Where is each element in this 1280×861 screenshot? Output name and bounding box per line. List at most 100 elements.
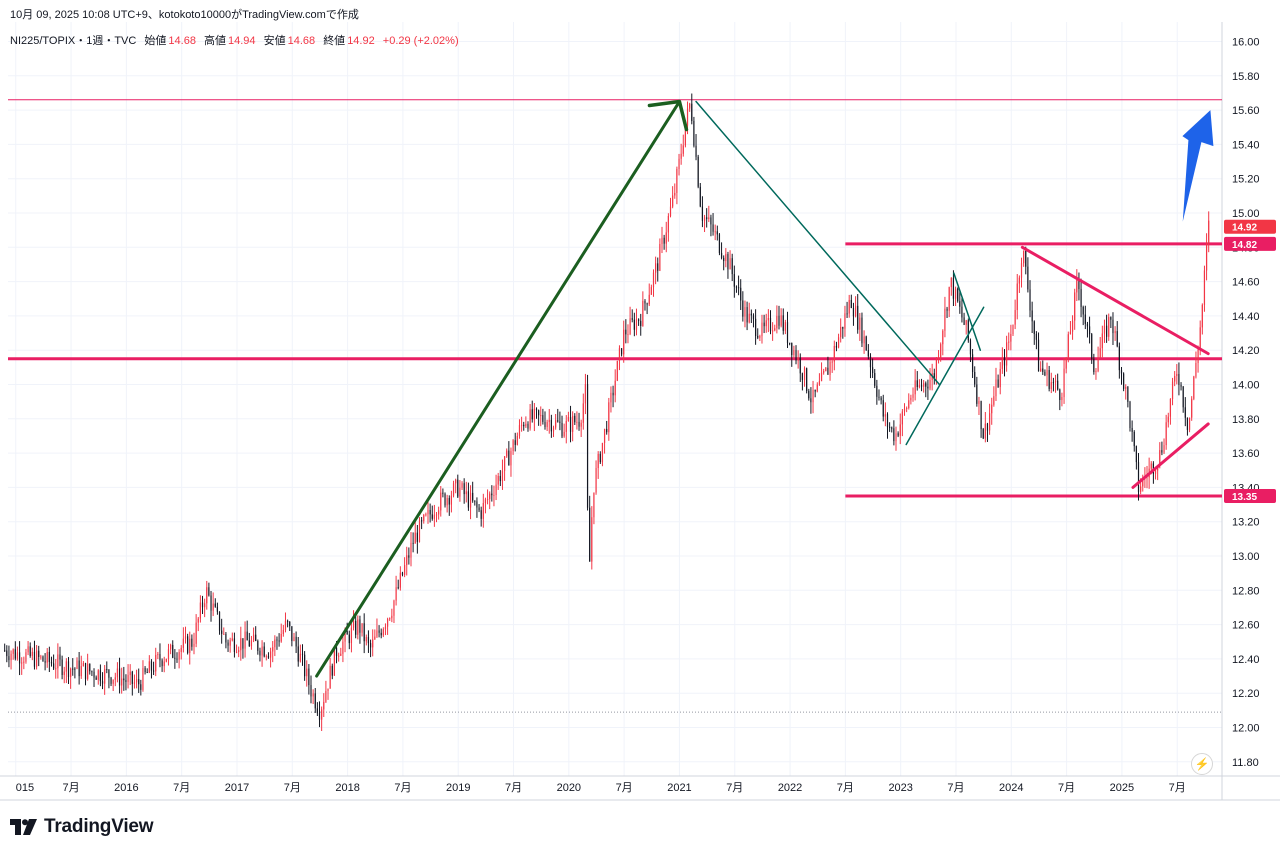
candle xyxy=(99,664,102,687)
candle-body xyxy=(427,509,429,515)
candle-body xyxy=(891,427,893,429)
candle xyxy=(474,500,476,506)
candle xyxy=(176,652,178,663)
candle-body xyxy=(74,668,76,670)
candle-body xyxy=(631,318,633,320)
candle-body xyxy=(1180,384,1182,387)
candle-body xyxy=(112,679,114,684)
candle-body xyxy=(1123,373,1125,389)
y-tick-label: 13.80 xyxy=(1232,414,1260,426)
candle xyxy=(597,451,599,479)
candle xyxy=(780,308,782,328)
candle-body xyxy=(516,435,518,445)
candle xyxy=(882,394,884,422)
candle-body xyxy=(718,234,721,253)
candle-body xyxy=(808,390,810,399)
candle-body xyxy=(1188,417,1191,430)
candle xyxy=(629,306,631,336)
candle-body xyxy=(1065,357,1067,369)
candle xyxy=(618,345,621,371)
candle-body xyxy=(812,389,814,403)
candle xyxy=(891,426,893,433)
symbol-name[interactable]: NI225/TOPIX・1週・TVC xyxy=(10,35,137,47)
y-tick-label: 12.40 xyxy=(1232,654,1260,666)
candle xyxy=(372,629,374,657)
candle xyxy=(942,329,944,356)
candle xyxy=(540,406,542,427)
candle xyxy=(1031,301,1033,334)
candle-body xyxy=(448,498,450,505)
candle-body xyxy=(644,300,646,304)
candle-body xyxy=(714,231,716,233)
candle xyxy=(1054,374,1057,393)
candle xyxy=(606,420,608,435)
candle xyxy=(772,322,774,341)
candle xyxy=(304,651,306,681)
candle-body xyxy=(53,663,55,669)
candle xyxy=(340,647,342,657)
candle xyxy=(261,640,263,667)
candle-body xyxy=(231,638,233,641)
candle-body xyxy=(767,317,769,321)
candle-body xyxy=(478,507,480,511)
symbol-legend: NI225/TOPIX・1週・TVC 始値 14.68 高値 14.94 安値 14.… xyxy=(10,32,459,48)
lightning-icon[interactable]: ⚡ xyxy=(1191,753,1213,775)
candle xyxy=(976,376,978,407)
candle xyxy=(12,648,14,660)
candle xyxy=(750,309,752,324)
candle xyxy=(510,447,512,477)
candle xyxy=(933,368,935,385)
candle-body xyxy=(461,483,463,488)
candle-body xyxy=(740,287,742,301)
candle xyxy=(331,663,333,680)
candle-body xyxy=(1197,349,1199,363)
candle xyxy=(616,360,618,382)
candle-body xyxy=(138,679,140,685)
candle-body xyxy=(278,640,280,642)
open-label: 始値 xyxy=(144,35,167,47)
candle-body xyxy=(797,357,799,361)
candle-body xyxy=(589,507,591,562)
candle xyxy=(712,213,714,236)
candle-body xyxy=(195,622,197,644)
candle xyxy=(282,624,284,637)
candle-body xyxy=(757,335,759,338)
candle xyxy=(880,396,882,405)
candle-body xyxy=(801,373,804,380)
candle-body xyxy=(1110,317,1112,320)
candle-body xyxy=(867,350,869,357)
price-tag-box xyxy=(1224,219,1276,234)
candle-body xyxy=(1086,323,1089,327)
candle xyxy=(501,459,504,490)
candle xyxy=(799,353,801,382)
candle-body xyxy=(369,643,372,648)
candle-body xyxy=(95,677,97,680)
tradingview-logo[interactable]: TradingView xyxy=(10,816,154,838)
candle xyxy=(327,688,329,700)
candle-body xyxy=(391,615,393,619)
candle xyxy=(1091,332,1093,364)
candle xyxy=(631,309,633,323)
candle xyxy=(1110,316,1112,329)
candle-body xyxy=(555,420,557,428)
candle-body xyxy=(365,637,367,642)
candle-body xyxy=(210,595,212,611)
candle-body xyxy=(1074,292,1076,321)
candle-body xyxy=(72,668,74,670)
candle-body xyxy=(350,627,353,644)
candle xyxy=(1176,364,1178,385)
candle xyxy=(378,625,380,638)
candle xyxy=(418,517,421,543)
candle-body xyxy=(837,337,840,348)
candle xyxy=(601,442,604,467)
candle-body xyxy=(984,423,986,439)
candle xyxy=(867,344,869,360)
candle-body xyxy=(763,322,765,327)
candle xyxy=(480,506,482,527)
candle xyxy=(163,656,165,673)
candle-body xyxy=(806,368,808,391)
candle-body xyxy=(233,638,236,653)
candle-body xyxy=(691,103,693,121)
